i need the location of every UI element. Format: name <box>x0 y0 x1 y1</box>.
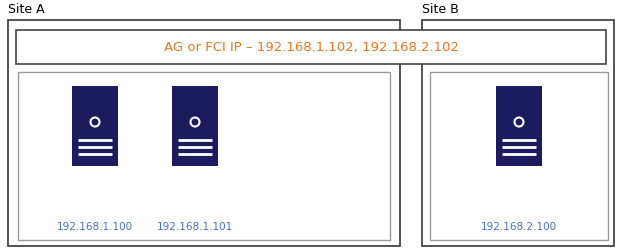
Text: Site B: Site B <box>422 3 459 16</box>
Bar <box>72 86 118 166</box>
Bar <box>422 20 614 246</box>
Bar <box>18 72 390 240</box>
Bar <box>430 72 608 240</box>
Bar <box>172 86 218 166</box>
Bar <box>16 30 606 64</box>
Text: 192.168.2.100: 192.168.2.100 <box>481 222 557 232</box>
Text: 192.168.1.100: 192.168.1.100 <box>57 222 133 232</box>
Text: AG or FCI IP – 192.168.1.102, 192.168.2.102: AG or FCI IP – 192.168.1.102, 192.168.2.… <box>164 41 458 53</box>
Text: 192.168.1.101: 192.168.1.101 <box>157 222 233 232</box>
Text: Site A: Site A <box>8 3 45 16</box>
Bar <box>496 86 542 166</box>
Bar <box>8 20 400 246</box>
